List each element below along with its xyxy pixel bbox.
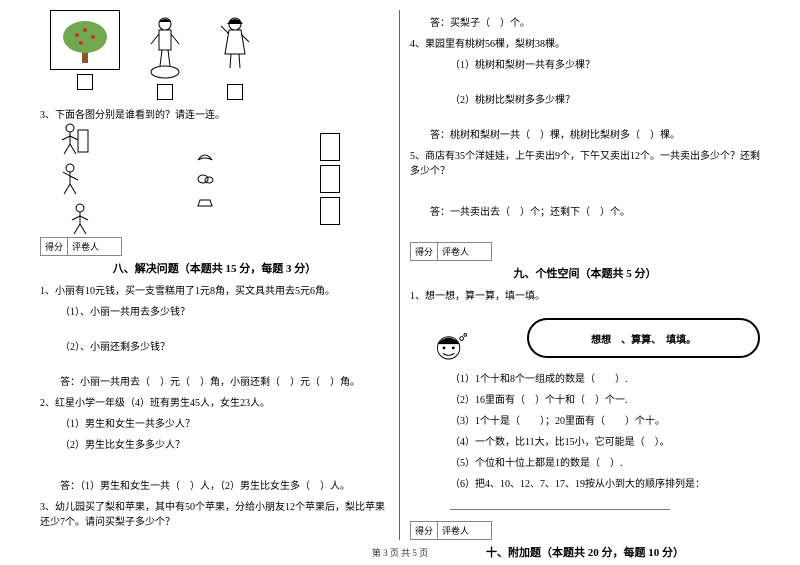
sub2: （2）16里面有（ ）个十和（ ）个一. bbox=[450, 393, 760, 408]
blank-line: ________________________________________… bbox=[450, 498, 760, 513]
checkbox-1[interactable] bbox=[77, 74, 93, 90]
q1-1: （1）、小丽一共用去多少钱？ bbox=[60, 305, 389, 320]
think-bubble: 想想 、算算、 填填。 bbox=[527, 318, 760, 358]
q3b: 3、幼儿园买了梨和苹果，其中有50个苹果，分给小朋友12个苹果后，梨比苹果还少7… bbox=[40, 500, 389, 530]
bubble-text: 想想 、算算、 填填。 bbox=[591, 331, 696, 346]
score-box-10: 得分 评卷人 bbox=[410, 521, 492, 540]
q5: 5、商店有35个洋娃娃，上午卖出9个，下午又卖出12个。一共卖出多少个？还剩多少… bbox=[410, 149, 760, 179]
girl-icon bbox=[210, 10, 260, 80]
ans-pear: 答：买梨子（ ）个。 bbox=[430, 16, 760, 31]
sub6: （6）把4、10、12、7、17、19按从小到大的顺序排列是： bbox=[450, 477, 760, 492]
rect-1 bbox=[320, 133, 340, 161]
bubble-row: 想想 、算算、 填填。 bbox=[410, 310, 760, 366]
grader-label-10: 评卷人 bbox=[438, 522, 473, 539]
grader-label: 评卷人 bbox=[68, 238, 103, 255]
q2-2: （2）男生比女生多多少人？ bbox=[60, 438, 389, 453]
score-box-8: 得分 评卷人 bbox=[40, 237, 122, 256]
checkbox-3[interactable] bbox=[227, 84, 243, 100]
tree-picture-box bbox=[50, 10, 120, 100]
left-column: 3、下面各图分别是谁看到的？请连一连。 得分 评卷人 八、解决问题（本题共 1 bbox=[30, 10, 400, 540]
q2-1: （1）男生和女生一共多少人？ bbox=[60, 417, 389, 432]
q2: 2、红星小学一年级（4）班有男生45人，女生23人。 bbox=[40, 396, 389, 411]
q4: 4、果园里有桃树56棵，梨树38棵。 bbox=[410, 37, 760, 52]
q4-1: （1）桃树和梨树一共有多少棵？ bbox=[450, 58, 760, 73]
match-rects bbox=[320, 133, 340, 225]
checkbox-2[interactable] bbox=[157, 84, 173, 100]
sub3: （3）1个十是（ ）；20里面有（ ）个十。 bbox=[450, 414, 760, 429]
matching-diagram bbox=[60, 129, 340, 229]
score-label-9: 得分 bbox=[411, 243, 438, 260]
tree-icon bbox=[50, 10, 120, 70]
section-10-title: 十、附加题（本题共 20 分，每题 10 分） bbox=[410, 544, 760, 560]
q2-ans: 答：（1）男生和女生一共（ ）人，（2）男生比女生多（ ）人。 bbox=[60, 479, 389, 494]
face-icon bbox=[430, 326, 467, 366]
boy-icon bbox=[140, 10, 190, 80]
q4-2: （2）桃树比梨树多多少棵？ bbox=[450, 93, 760, 108]
rect-2 bbox=[320, 165, 340, 193]
shape-3-icon bbox=[196, 196, 214, 210]
section-9-title: 九、个性空间（本题共 5 分） bbox=[410, 265, 760, 281]
shape-1-icon bbox=[196, 148, 214, 162]
shape-2-icon bbox=[196, 172, 214, 186]
score-box-9: 得分 评卷人 bbox=[410, 242, 492, 261]
person-2-icon bbox=[60, 162, 90, 196]
person-3-icon bbox=[60, 202, 90, 236]
match-shapes bbox=[196, 148, 214, 210]
q1: 1、小丽有10元钱，买一支雪糕用了1元8角，买文具共用去5元6角。 bbox=[40, 284, 389, 299]
q5-ans: 答：一共卖出去（ ）个；还剩下（ ）个。 bbox=[430, 205, 760, 220]
q1-2: （2）、小丽还剩多少钱？ bbox=[60, 340, 389, 355]
rect-3 bbox=[320, 197, 340, 225]
exam-page: 3、下面各图分别是谁看到的？请连一连。 得分 评卷人 八、解决问题（本题共 1 bbox=[0, 0, 800, 540]
match-people bbox=[60, 122, 90, 236]
score-label: 得分 bbox=[41, 238, 68, 255]
q4-ans: 答：桃树和梨树一共（ ）棵，桃树比梨树多（ ）棵。 bbox=[430, 128, 760, 143]
sub1: （1）1个十和8个一组成的数是（ ）. bbox=[450, 372, 760, 387]
sub4: （4）一个数，比11大，比15小，它可能是（ ）。 bbox=[450, 435, 760, 450]
q1-ans: 答：小丽一共用去（ ）元（ ）角，小丽还剩（ ）元（ ）角。 bbox=[60, 375, 389, 390]
q9-1: 1、想一想，算一算，填一填。 bbox=[410, 289, 760, 304]
score-label-10: 得分 bbox=[411, 522, 438, 539]
boy-picture-box bbox=[140, 10, 190, 100]
picture-row bbox=[50, 10, 389, 100]
sub5: （5）个位和十位上都是1的数是（ ）. bbox=[450, 456, 760, 471]
grader-label-9: 评卷人 bbox=[438, 243, 473, 260]
right-column: 答：买梨子（ ）个。 4、果园里有桃树56棵，梨树38棵。 （1）桃树和梨树一共… bbox=[400, 10, 770, 540]
q3-text: 3、下面各图分别是谁看到的？请连一连。 bbox=[40, 108, 389, 123]
person-1-icon bbox=[60, 122, 90, 156]
girl-picture-box bbox=[210, 10, 260, 100]
section-8-title: 八、解决问题（本题共 15 分，每题 3 分） bbox=[40, 260, 389, 276]
